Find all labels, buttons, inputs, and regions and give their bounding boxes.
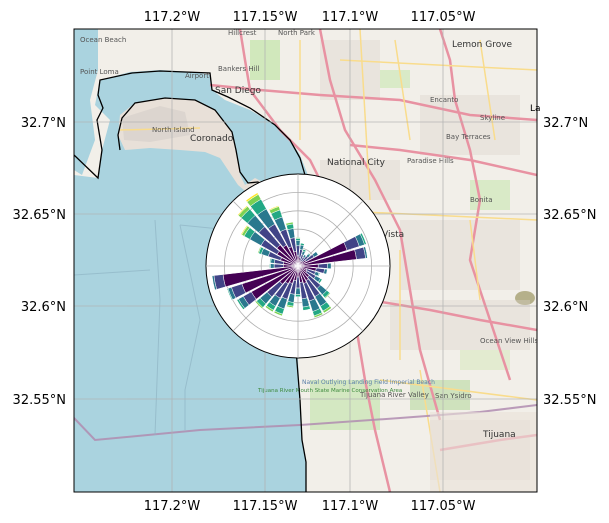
wind-rose-bar-segment (322, 305, 332, 314)
wind-rose-bar-segment (226, 288, 233, 301)
wind-rose (205, 173, 391, 359)
wind-rose-bar-segment (324, 292, 331, 299)
label-chula-vista: Vista (382, 230, 404, 240)
wind-rose-bar-segment (302, 305, 311, 311)
right-tick-label: 32.7°N (543, 116, 588, 131)
wind-rose-bar-segment (300, 242, 305, 246)
label-tijuana-reserve: Tijuana River Mouth State Marine Conserv… (257, 388, 402, 394)
label-san-ysidro: San Ysidro (435, 392, 472, 400)
label-north-park: North Park (278, 29, 316, 37)
label-naval-field: Naval Outlying Landing Field Imperial Be… (302, 379, 435, 386)
ocean-water (74, 29, 98, 175)
right-tick-label: 32.55°N (543, 393, 596, 408)
wind-rose-bar-segment (273, 310, 283, 317)
label-skyline: Skyline (480, 114, 505, 122)
wind-rose-bar-segment (313, 312, 324, 319)
wind-rose-bar-segment (270, 263, 275, 269)
left-tick-label: 32.65°N (13, 208, 66, 223)
wind-rose-bar-segment (295, 294, 301, 297)
park-a (380, 70, 410, 88)
label-lemon-grove: Lemon Grove (452, 40, 513, 50)
bay-water (74, 70, 312, 492)
tijuana-area (430, 412, 537, 492)
wind-rose-bar-segment (236, 298, 246, 310)
wind-rose-bar-segment (295, 287, 301, 295)
top-axis: 117.2°W 117.15°W 117.1°W 117.05°W (144, 10, 476, 25)
wind-rose-bar-segment (255, 300, 264, 309)
label-national-city: National City (327, 158, 386, 168)
wind-rose-bar-segment (264, 305, 274, 313)
bottom-tick-label: 117.05°W (411, 499, 476, 514)
wind-rose-bar-segment (359, 232, 367, 246)
wind-rose-bar-segment (273, 263, 284, 269)
north-island-base (122, 106, 190, 142)
left-tick-label: 32.7°N (21, 116, 66, 131)
edge-label-la: La (530, 104, 541, 114)
wind-rose-bar-segment (302, 254, 307, 259)
wind-rose-bar-segment (285, 221, 294, 226)
wind-rose-bar-segment (317, 272, 321, 277)
park-ocean-view (460, 350, 510, 370)
right-tick-label: 32.65°N (543, 208, 596, 223)
wind-rose-bar-segment (295, 237, 301, 239)
wind-rose-bar-segment (327, 262, 332, 270)
lake (515, 291, 535, 305)
map-frame (73, 28, 538, 493)
label-san-diego: San Diego (215, 86, 261, 96)
wind-rose-bar-segment (286, 304, 294, 308)
wind-rose-bar-segment (312, 251, 319, 258)
wind-rose-bar-segment (317, 263, 328, 269)
label-airport: Airport (185, 72, 209, 80)
wind-rose-bar-segment (363, 246, 368, 259)
bottom-tick-label: 117.2°W (144, 499, 201, 514)
wind-rose-bar-segment (302, 249, 307, 253)
label-tijuana: Tijuana (482, 430, 516, 440)
label-ocean-view-hills: Ocean View Hills (480, 337, 539, 345)
label-bonita: Bonita (470, 196, 493, 204)
left-tick-label: 32.55°N (13, 393, 66, 408)
label-north-island: North Island (152, 126, 195, 134)
wind-rose-bar-segment (257, 246, 262, 254)
label-hillcrest: Hillcrest (228, 29, 257, 37)
wind-rose-bar-segment (317, 278, 323, 284)
label-point-loma: Point Loma (80, 68, 119, 76)
label-bay-terraces: Bay Terraces (446, 133, 491, 141)
left-tick-label: 32.6°N (21, 300, 66, 315)
wind-rose-bar-segment (323, 268, 328, 275)
wind-rose-bars (211, 192, 368, 319)
label-tijuana-river-valley: Tijuana River Valley (359, 391, 429, 399)
map-tiles: Ocean Beach Point Loma Hillcrest North P… (74, 29, 539, 492)
label-coronado: Coronado (190, 134, 234, 144)
label-ocean-beach: Ocean Beach (80, 36, 126, 44)
top-tick-label: 117.2°W (144, 10, 201, 25)
wind-rose-bar-segment (295, 240, 301, 247)
label-encanto: Encanto (430, 96, 458, 104)
wind-rose-bar-segment (269, 257, 272, 264)
bottom-tick-label: 117.15°W (233, 499, 298, 514)
wind-rose-bar-segment (269, 263, 271, 269)
top-tick-label: 117.05°W (411, 10, 476, 25)
right-axis: 32.7°N 32.65°N 32.6°N 32.55°N (543, 116, 596, 408)
left-axis: 32.7°N 32.65°N 32.6°N 32.55°N (13, 116, 66, 408)
wind-rose-bar-segment (245, 192, 259, 203)
wind-rose-bar-segment (211, 275, 217, 291)
bottom-axis: 117.2°W 117.15°W 117.1°W 117.05°W (144, 499, 476, 514)
wind-rose-bar-segment (307, 253, 311, 257)
wind-rose-bar-segment (295, 238, 301, 241)
wind-rose-bar-segment (268, 205, 280, 211)
wind-rose-bar-segment (240, 224, 248, 236)
right-tick-label: 32.6°N (543, 300, 588, 315)
wind-rose-bar-segment (237, 205, 248, 216)
label-paradise-hills: Paradise Hills (407, 157, 454, 165)
bottom-tick-label: 117.1°W (322, 499, 379, 514)
top-tick-label: 117.15°W (233, 10, 298, 25)
top-tick-label: 117.1°W (322, 10, 379, 25)
label-bankers-hill: Bankers Hill (218, 65, 260, 73)
